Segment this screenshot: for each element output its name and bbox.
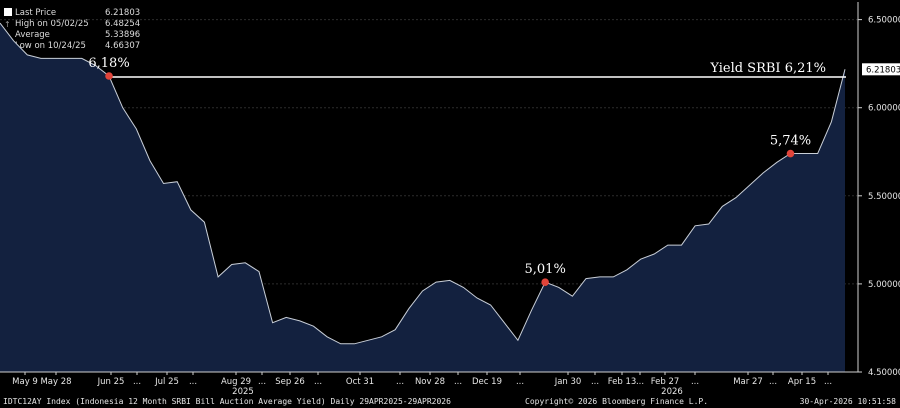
- x-tick-label: ...: [314, 377, 322, 387]
- x-tick-label: Apr 15: [788, 377, 816, 387]
- legend-label: Low on 10/24/25: [15, 41, 86, 51]
- x-tick-label: ...: [189, 377, 197, 387]
- data-point-label: 5,01%: [525, 262, 566, 277]
- x-tick-label: ...: [258, 377, 266, 387]
- y-tick-label: 6.00000: [868, 104, 900, 114]
- chart-footer: IDTC12AY Index (Indonesia 12 Month SRBI …: [0, 396, 900, 408]
- x-tick-label: Sep 26: [275, 377, 305, 387]
- x-tick-label: Mar 27: [733, 377, 763, 387]
- y-tick-label: 6.50000: [868, 16, 900, 26]
- legend-swatch: [4, 8, 12, 16]
- x-year-label: 2025: [232, 387, 254, 397]
- x-tick-label: ...: [769, 377, 777, 387]
- x-tick-label: ...: [396, 377, 404, 387]
- y-tick-label: 5.50000: [868, 192, 900, 202]
- legend-label: Last Price: [15, 8, 57, 18]
- x-tick-label: May 9: [12, 377, 38, 387]
- legend-value: 5.33896: [105, 30, 141, 40]
- footer-security-info: IDTC12AY Index (Indonesia 12 Month SRBI …: [3, 397, 451, 406]
- legend-value: 6.21803: [105, 8, 141, 18]
- footer-timestamp: 30-Apr-2026 10:51:58: [799, 397, 896, 406]
- data-point-label: 5,74%: [770, 134, 811, 149]
- series-line: [0, 22, 846, 345]
- last-price-box: [862, 63, 900, 76]
- x-tick-label: Feb 13: [608, 377, 637, 387]
- x-tick-label: ...: [636, 377, 644, 387]
- x-tick-label: Aug 29: [221, 377, 251, 387]
- x-tick-label: ...: [591, 377, 599, 387]
- y-tick-label: 4.50000: [868, 368, 900, 378]
- x-tick-label: Jan 30: [554, 377, 582, 387]
- x-tick-label: ...: [516, 377, 524, 387]
- legend-value: 6.48254: [105, 19, 141, 29]
- data-point-marker: [541, 278, 549, 286]
- legend-value: 4.66307: [105, 41, 141, 51]
- series-area: [0, 23, 845, 372]
- x-tick-label: Nov 28: [415, 377, 445, 387]
- x-tick-label: Dec 19: [472, 377, 502, 387]
- legend-label: Average: [15, 30, 50, 40]
- footer-copyright: Copyright© 2026 Bloomberg Finance L.P.: [525, 397, 709, 406]
- x-tick-label: Jun 25: [97, 377, 125, 387]
- yield-reference-label: Yield SRBI 6,21%: [709, 61, 826, 76]
- x-tick-label: ...: [691, 377, 699, 387]
- x-tick-label: Jul 25: [154, 377, 179, 387]
- x-tick-label: ...: [133, 377, 141, 387]
- x-tick-label: ...: [824, 377, 832, 387]
- y-tick-label: 5.00000: [868, 280, 900, 290]
- legend-label: High on 05/02/25: [15, 19, 89, 29]
- data-point-label: 6,18%: [88, 56, 129, 71]
- x-tick-label: May 28: [40, 377, 71, 387]
- legend-item-high: ↑ High on 05/02/25 6.48254: [4, 19, 140, 30]
- x-tick-label: Oct 31: [346, 377, 374, 387]
- arrow-up-icon: ↑: [4, 20, 11, 29]
- data-point-marker: [105, 72, 113, 80]
- data-point-marker: [786, 149, 795, 158]
- legend-item-last-price: Last Price 6.21803: [4, 8, 140, 19]
- x-tick-label: Feb 27: [651, 377, 680, 387]
- x-tick-label: ...: [454, 377, 462, 387]
- x-year-label: 2026: [661, 387, 683, 397]
- last-price-label: 6.21803: [866, 65, 900, 75]
